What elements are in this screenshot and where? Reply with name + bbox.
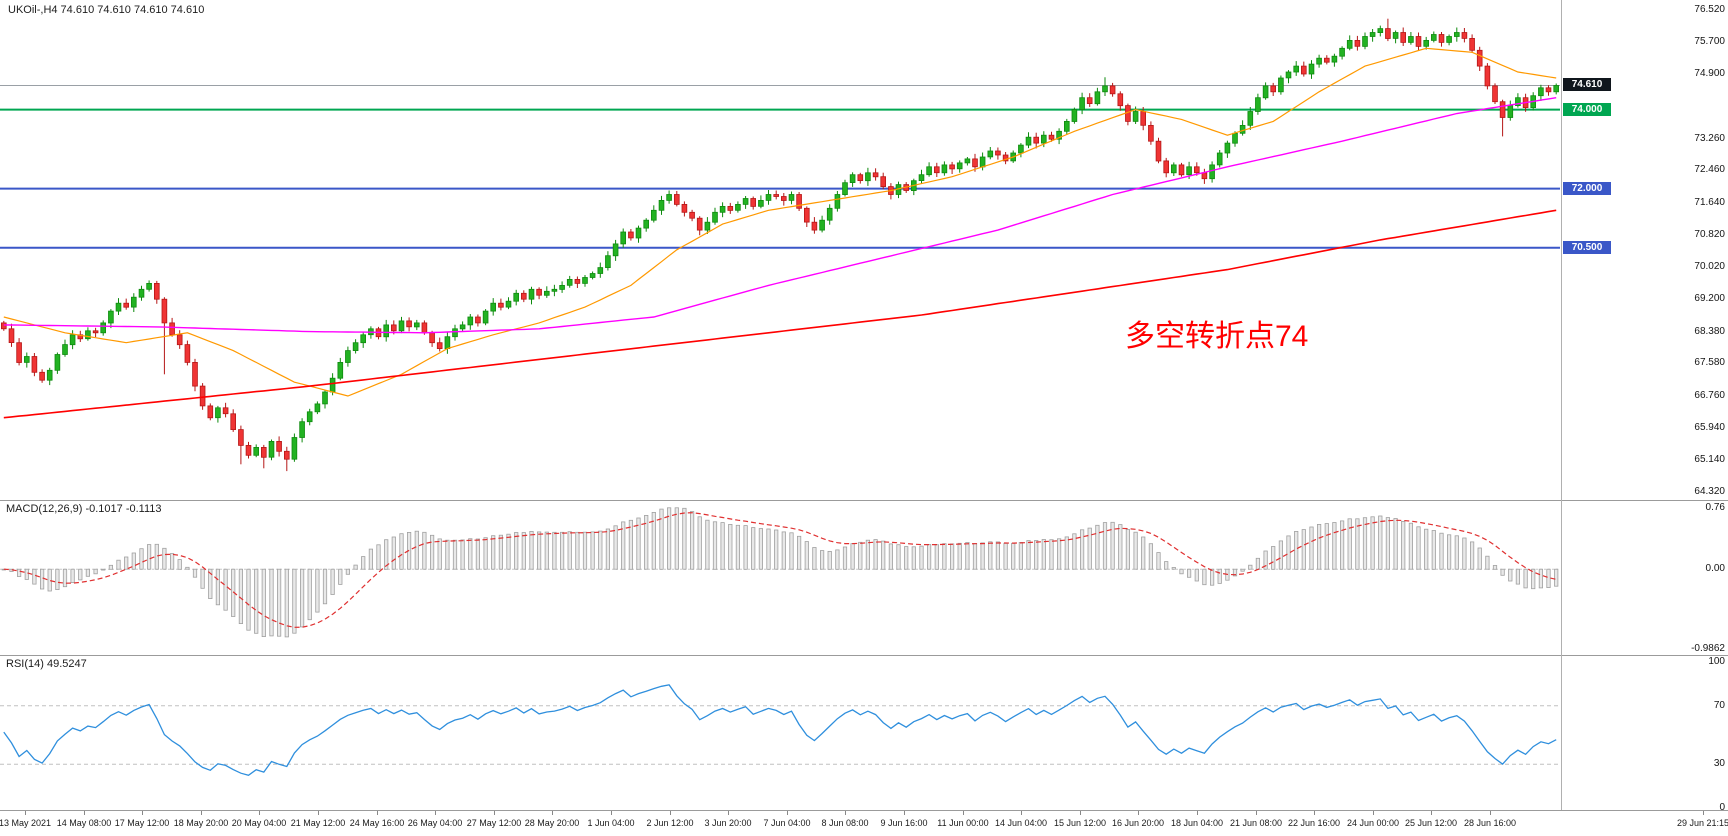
time-tick <box>1314 811 1315 815</box>
time-tick <box>142 811 143 815</box>
time-axis-label: 28 Jun 16:00 <box>1463 818 1517 828</box>
time-tick <box>1138 811 1139 815</box>
symbol-title: UKOil-,H4 74.610 74.610 74.610 74.610 <box>8 4 205 16</box>
time-tick <box>318 811 319 815</box>
pane-separator[interactable] <box>0 655 1728 656</box>
price-axis-label: 70.820 <box>1694 229 1725 240</box>
time-axis-label: 7 Jun 04:00 <box>763 818 811 828</box>
time-axis-label: 20 May 04:00 <box>231 818 287 828</box>
time-axis-label: 26 May 04:00 <box>407 818 463 828</box>
time-axis-label: 24 Jun 00:00 <box>1346 818 1400 828</box>
time-tick <box>1373 811 1374 815</box>
time-tick <box>963 811 964 815</box>
time-axis-label: 16 Jun 20:00 <box>1111 818 1165 828</box>
rsi-axis-label: 30 <box>1713 758 1725 769</box>
price-axis-label: 73.260 <box>1694 133 1725 144</box>
price-tag-74610: 74.610 <box>1563 78 1611 91</box>
time-axis-label: 14 Jun 04:00 <box>994 818 1048 828</box>
time-tick <box>377 811 378 815</box>
time-axis-label: 18 May 20:00 <box>173 818 229 828</box>
price-axis-label: 74.900 <box>1694 68 1725 79</box>
time-tick <box>1703 811 1704 815</box>
time-axis-label: 13 May 2021 <box>0 818 52 828</box>
time-tick <box>1197 811 1198 815</box>
time-axis-label: 15 Jun 12:00 <box>1053 818 1107 828</box>
time-axis-label: 14 May 08:00 <box>56 818 112 828</box>
time-axis-label: 29 Jun 21:15 <box>1676 818 1728 828</box>
time-tick <box>494 811 495 815</box>
rsi-axis-label: 70 <box>1713 700 1725 711</box>
time-tick <box>670 811 671 815</box>
time-tick <box>611 811 612 815</box>
time-axis-label: 2 Jun 12:00 <box>646 818 694 828</box>
candlestick-chart <box>0 18 1560 472</box>
time-tick <box>845 811 846 815</box>
time-tick <box>904 811 905 815</box>
time-tick <box>1431 811 1432 815</box>
time-axis-label: 18 Jun 04:00 <box>1170 818 1224 828</box>
time-axis-label: 28 May 20:00 <box>524 818 580 828</box>
macd-pane[interactable]: MACD(12,26,9) -0.1017 -0.1113 <box>0 501 1728 655</box>
time-axis-label: 8 Jun 08:00 <box>821 818 869 828</box>
time-tick <box>1021 811 1022 815</box>
time-axis-label: 25 Jun 12:00 <box>1404 818 1458 828</box>
time-tick <box>259 811 260 815</box>
main-chart-pane[interactable]: UKOil-,H4 74.610 74.610 74.610 74.610 多空… <box>0 0 1728 500</box>
time-axis-label: 27 May 12:00 <box>466 818 522 828</box>
macd-chart <box>0 507 1560 638</box>
price-axis-label: 65.940 <box>1694 422 1725 433</box>
rsi-axis-label: 100 <box>1708 656 1725 667</box>
price-axis-label: 71.640 <box>1694 197 1725 208</box>
price-axis-label: 64.320 <box>1694 486 1725 497</box>
price-tag-74000: 74.000 <box>1563 103 1611 116</box>
time-axis-label: 17 May 12:00 <box>114 818 170 828</box>
rsi-pane[interactable]: RSI(14) 49.5247 <box>0 656 1728 810</box>
macd-label: MACD(12,26,9) -0.1017 -0.1113 <box>6 503 162 515</box>
time-axis-label: 9 Jun 16:00 <box>880 818 928 828</box>
time-axis-label: 21 May 12:00 <box>290 818 346 828</box>
time-tick <box>25 811 26 815</box>
time-axis-label: 1 Jun 04:00 <box>587 818 635 828</box>
price-axis-label: 75.700 <box>1694 36 1725 47</box>
price-axis-label: 69.200 <box>1694 293 1725 304</box>
time-axis-label: 24 May 16:00 <box>349 818 405 828</box>
time-tick <box>728 811 729 815</box>
macd-axis-label: 0.00 <box>1705 563 1725 574</box>
price-tag-70500: 70.500 <box>1563 241 1611 254</box>
price-axis-label: 65.140 <box>1694 454 1725 465</box>
time-tick <box>1490 811 1491 815</box>
time-tick <box>201 811 202 815</box>
time-tick <box>552 811 553 815</box>
price-axis-label: 72.460 <box>1694 164 1725 175</box>
price-tag-72000: 72.000 <box>1563 182 1611 195</box>
rsi-chart <box>0 684 1560 777</box>
rsi-label: RSI(14) 49.5247 <box>6 658 87 670</box>
macd-axis-label: -0.9862 <box>1691 643 1725 654</box>
time-tick <box>1256 811 1257 815</box>
time-axis-label: 3 Jun 20:00 <box>704 818 752 828</box>
rsi-axis-label: 0 <box>1719 802 1725 813</box>
time-axis-label: 21 Jun 08:00 <box>1229 818 1283 828</box>
price-axis-label: 66.760 <box>1694 390 1725 401</box>
price-axis-label: 68.380 <box>1694 326 1725 337</box>
chart-annotation[interactable]: 多空转折点74 <box>1125 320 1309 353</box>
time-axis[interactable]: 13 May 2021 14 May 08:00 17 May 12:00 18 Ma… <box>0 810 1728 836</box>
price-axis-label: 70.020 <box>1694 261 1725 272</box>
price-axis-label: 67.580 <box>1694 357 1725 368</box>
time-tick <box>84 811 85 815</box>
price-axis[interactable]: 76.520 75.700 74.900 73.260 72.460 71.640 70.8… <box>1561 0 1728 813</box>
time-tick <box>1080 811 1081 815</box>
time-axis-label: 22 Jun 16:00 <box>1287 818 1341 828</box>
price-axis-label: 76.520 <box>1694 4 1725 15</box>
time-tick <box>435 811 436 815</box>
macd-axis-label: 0.76 <box>1705 502 1725 513</box>
time-tick <box>787 811 788 815</box>
pane-separator[interactable] <box>0 500 1728 501</box>
time-axis-label: 11 Jun 00:00 <box>937 818 989 828</box>
